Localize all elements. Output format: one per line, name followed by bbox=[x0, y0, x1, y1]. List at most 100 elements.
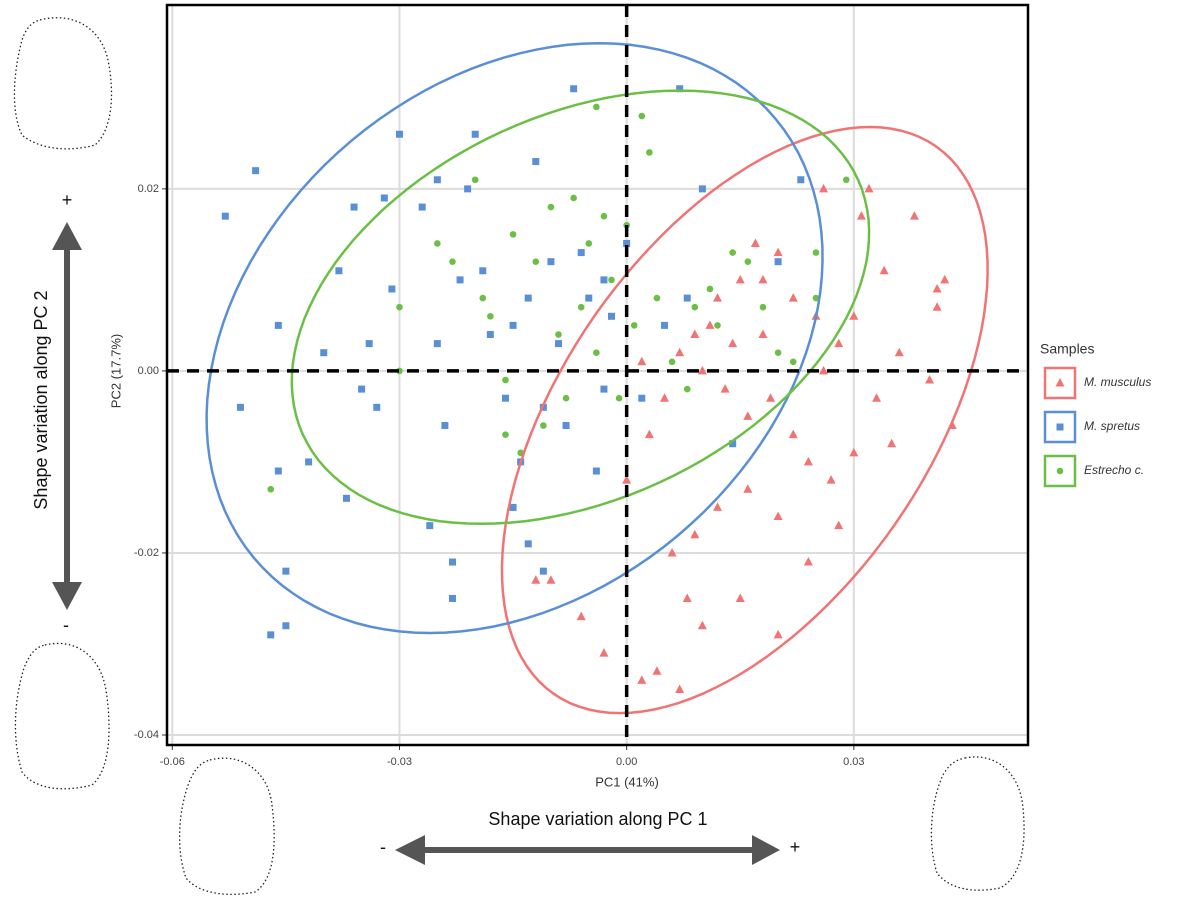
point bbox=[592, 467, 600, 475]
point bbox=[690, 329, 700, 338]
confidence-ellipse bbox=[205, 41, 824, 635]
point bbox=[531, 575, 541, 584]
confidence-ellipse bbox=[290, 89, 871, 526]
point bbox=[819, 365, 829, 375]
point bbox=[743, 411, 753, 420]
point bbox=[909, 211, 919, 220]
point bbox=[585, 240, 593, 247]
point bbox=[638, 394, 646, 402]
point bbox=[502, 376, 509, 384]
plot-frame bbox=[165, 3, 1030, 747]
point bbox=[789, 358, 797, 366]
point bbox=[471, 176, 479, 184]
x-tick-label: 0.00 bbox=[616, 756, 637, 768]
point bbox=[705, 320, 715, 329]
point bbox=[471, 130, 479, 138]
point bbox=[274, 467, 282, 475]
point bbox=[644, 429, 654, 439]
point bbox=[856, 211, 866, 220]
point bbox=[697, 365, 707, 375]
point bbox=[773, 511, 783, 521]
point bbox=[365, 340, 373, 348]
shape-outline bbox=[14, 642, 110, 790]
x-axis-label: PC1 (41%) bbox=[595, 774, 659, 789]
point bbox=[887, 438, 897, 448]
point bbox=[448, 594, 456, 602]
point bbox=[570, 85, 578, 93]
point bbox=[676, 85, 684, 93]
point bbox=[706, 285, 714, 293]
y-tick-label: 0.02 bbox=[138, 183, 159, 195]
point bbox=[555, 331, 562, 338]
point bbox=[555, 340, 563, 348]
point bbox=[546, 575, 556, 584]
point bbox=[388, 285, 396, 293]
legend-label: Estrecho c. bbox=[1084, 463, 1144, 477]
point bbox=[788, 429, 798, 439]
point bbox=[864, 183, 874, 193]
point bbox=[509, 503, 517, 511]
point bbox=[267, 485, 275, 493]
point bbox=[758, 329, 768, 338]
point bbox=[593, 103, 600, 111]
point bbox=[532, 258, 540, 265]
point bbox=[675, 684, 685, 693]
point bbox=[637, 675, 647, 684]
point bbox=[562, 394, 570, 402]
point bbox=[441, 422, 449, 430]
point bbox=[509, 231, 517, 238]
point bbox=[418, 203, 426, 211]
point bbox=[735, 593, 745, 602]
point bbox=[819, 183, 829, 193]
point bbox=[637, 356, 647, 366]
legend-label: M. spretus bbox=[1084, 419, 1140, 433]
point bbox=[547, 203, 555, 211]
point bbox=[426, 522, 434, 530]
point bbox=[690, 529, 700, 539]
point bbox=[872, 393, 882, 402]
point bbox=[539, 567, 547, 575]
point bbox=[236, 403, 244, 411]
shape-outline bbox=[13, 17, 113, 150]
point bbox=[925, 375, 935, 384]
pc1-arrow bbox=[395, 835, 780, 865]
point bbox=[547, 258, 555, 266]
point bbox=[653, 294, 661, 302]
y-axis-label: PC2 (17.7%) bbox=[108, 334, 123, 408]
pc1-plus: + bbox=[790, 837, 801, 857]
point bbox=[608, 276, 615, 284]
shape-outline bbox=[930, 756, 1025, 891]
point bbox=[932, 302, 942, 311]
point bbox=[803, 557, 813, 566]
point bbox=[750, 238, 760, 247]
point bbox=[773, 247, 783, 257]
point bbox=[646, 149, 653, 156]
point bbox=[599, 648, 609, 657]
point bbox=[600, 385, 608, 393]
point bbox=[608, 312, 616, 320]
point bbox=[697, 620, 707, 630]
point bbox=[623, 239, 631, 247]
point bbox=[728, 338, 738, 348]
point bbox=[713, 293, 723, 302]
point bbox=[744, 258, 752, 265]
point bbox=[630, 322, 638, 329]
point bbox=[282, 567, 290, 575]
point bbox=[524, 294, 532, 302]
point bbox=[894, 347, 904, 357]
point bbox=[743, 484, 753, 493]
point bbox=[766, 393, 776, 402]
pc1-annotation: Shape variation along PC 1 bbox=[488, 809, 707, 829]
point bbox=[282, 622, 290, 630]
point bbox=[479, 267, 487, 275]
point bbox=[524, 540, 532, 548]
point bbox=[576, 611, 586, 621]
point bbox=[834, 520, 844, 530]
point bbox=[577, 249, 585, 257]
legend-marker bbox=[1055, 378, 1065, 387]
point bbox=[661, 321, 669, 329]
point bbox=[797, 176, 805, 184]
pc2-plus: + bbox=[62, 190, 73, 210]
point bbox=[433, 176, 441, 184]
point bbox=[350, 203, 358, 211]
